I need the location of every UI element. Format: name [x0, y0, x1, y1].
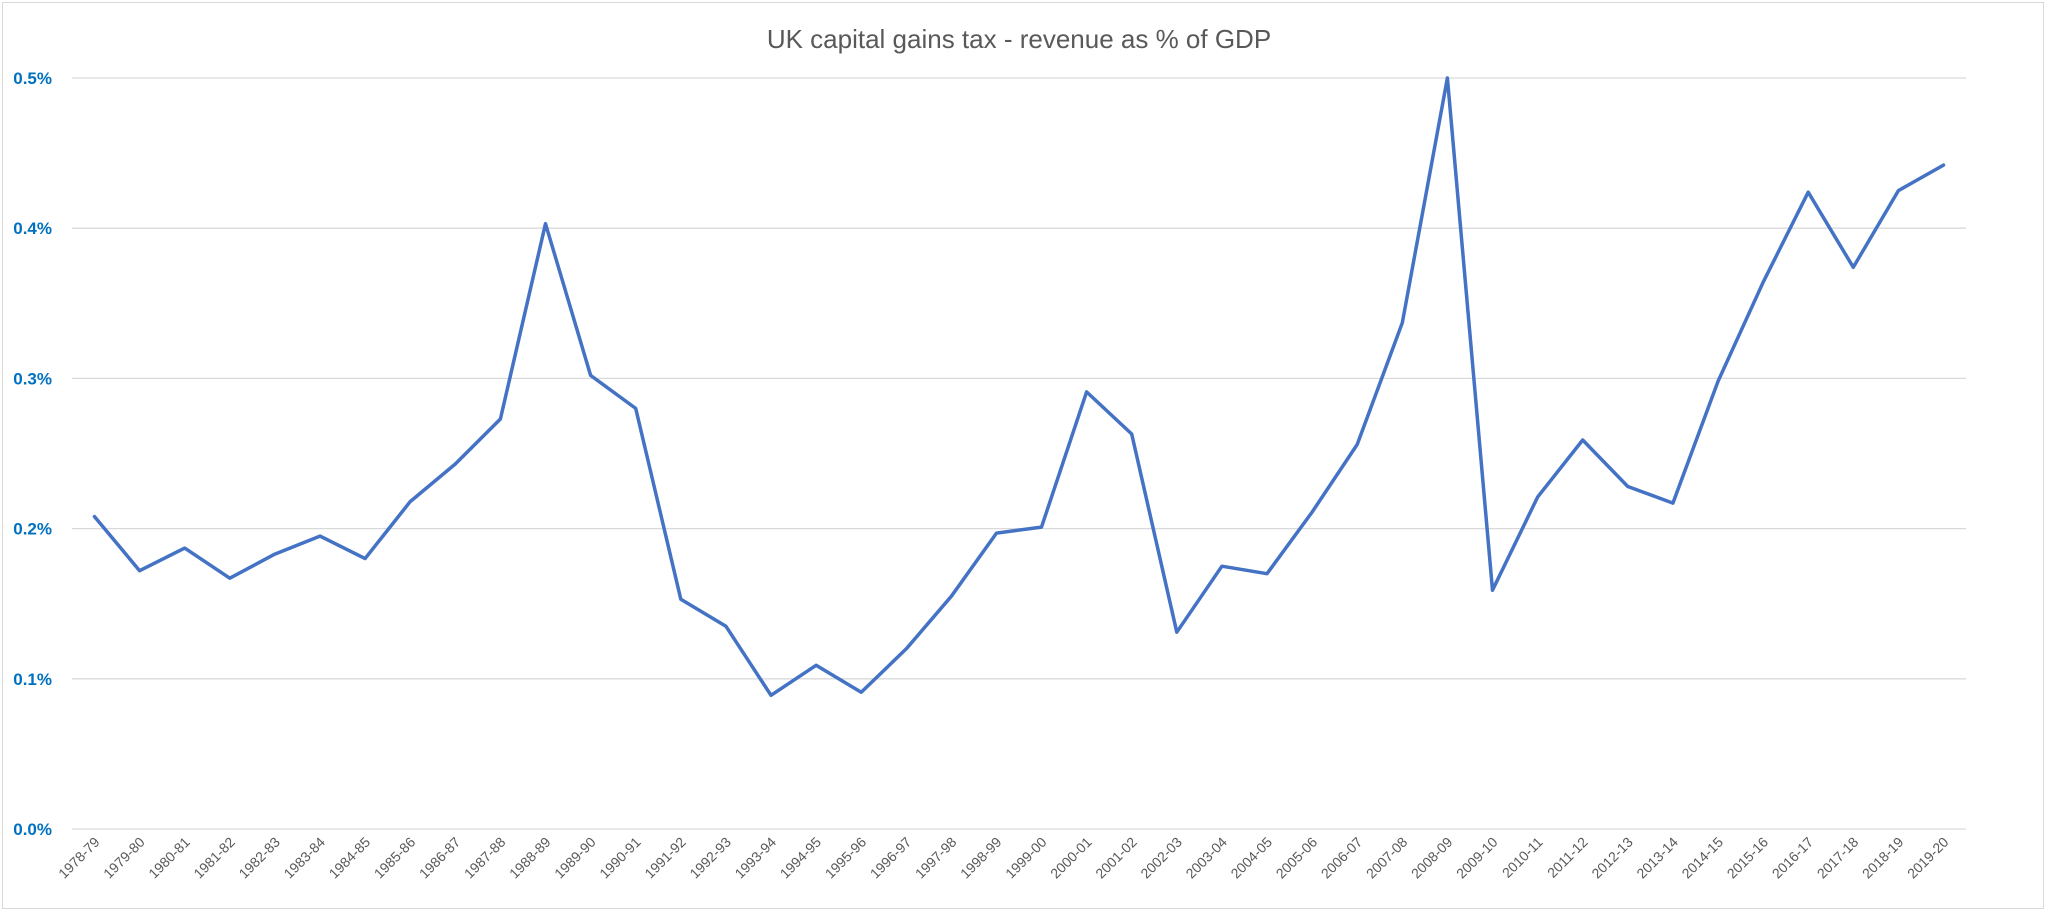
x-tick-label: 1999-00 [1002, 834, 1050, 882]
x-tick-label: 2002-03 [1137, 834, 1185, 882]
x-tick-label: 1988-89 [506, 834, 554, 882]
x-tick-label: 2003-04 [1182, 834, 1230, 882]
x-tick-label: 2012-13 [1588, 834, 1636, 882]
y-tick-label: 0.4% [13, 219, 52, 238]
x-tick-label: 1986-87 [416, 834, 464, 882]
x-tick-label: 2011-12 [1544, 834, 1591, 881]
x-tick-label: 1980-81 [145, 834, 193, 882]
x-tick-label: 1998-99 [957, 834, 1005, 882]
x-tick-label: 2019-20 [1904, 834, 1952, 882]
x-tick-label: 1993-94 [731, 834, 779, 882]
series-line [92, 76, 1946, 698]
x-tick-label: 2008-09 [1408, 834, 1456, 882]
x-tick-label: 1994-95 [777, 834, 825, 882]
y-tick-label: 0.1% [13, 670, 52, 689]
x-tick-label: 1979-80 [100, 834, 148, 882]
x-tick-label: 1978-79 [55, 834, 103, 882]
x-tick-label: 2010-11 [1499, 834, 1546, 881]
x-tick-label: 2018-19 [1859, 834, 1907, 882]
x-tick-label: 1996-97 [867, 834, 915, 882]
chart-title: UK capital gains tax - revenue as % of G… [767, 24, 1271, 54]
y-tick-label: 0.2% [13, 520, 52, 539]
x-tick-label: 1985-86 [371, 834, 419, 882]
x-tick-label: 2009-10 [1453, 834, 1501, 882]
x-tick-label: 2015-16 [1724, 834, 1772, 882]
x-tick-label: 1984-85 [326, 834, 374, 882]
x-tick-label: 1987-88 [461, 834, 509, 882]
x-tick-label: 1983-84 [280, 834, 328, 882]
x-tick-label: 1991-92 [641, 834, 689, 882]
x-tick-label: 2013-14 [1633, 834, 1681, 882]
x-tick-label: 2005-06 [1273, 834, 1321, 882]
x-tick-label: 2017-18 [1814, 834, 1862, 882]
x-tick-label: 2006-07 [1318, 834, 1366, 882]
y-tick-label: 0.0% [13, 820, 52, 839]
x-tick-label: 2000-01 [1047, 834, 1095, 882]
x-tick-label: 2004-05 [1227, 834, 1275, 882]
x-tick-label: 1992-93 [686, 834, 734, 882]
y-tick-label: 0.5% [13, 69, 52, 88]
y-tick-label: 0.3% [13, 369, 52, 388]
x-tick-label: 1982-83 [235, 834, 283, 882]
x-tick-label: 1995-96 [822, 834, 870, 882]
x-tick-label: 1990-91 [596, 834, 644, 882]
x-tick-label: 1997-98 [912, 834, 960, 882]
x-tick-label: 2014-15 [1678, 834, 1726, 882]
x-tick-label: 2007-08 [1363, 834, 1411, 882]
x-tick-label: 1981-82 [190, 834, 238, 882]
x-tick-label: 2001-02 [1092, 834, 1140, 882]
x-tick-label: 2016-17 [1769, 834, 1817, 882]
x-tick-label: 1989-90 [551, 834, 599, 882]
